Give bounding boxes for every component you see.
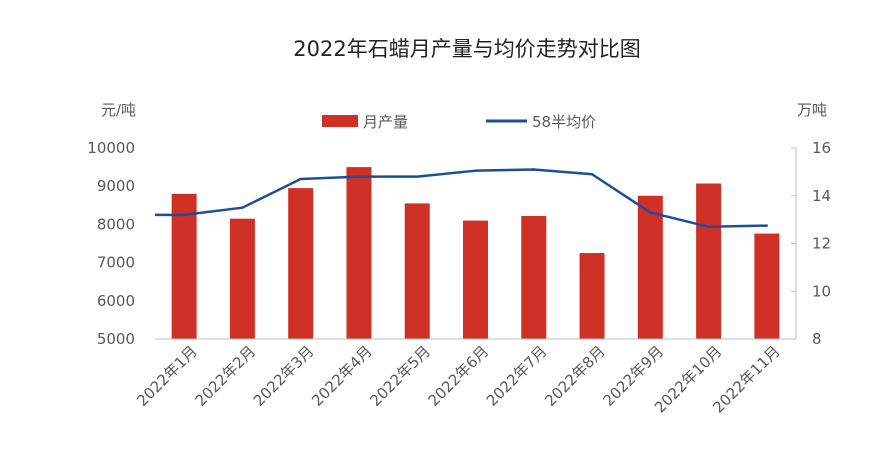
x-tick-label: 2022年8月 <box>541 342 609 410</box>
x-tick-label: 2022年4月 <box>308 342 376 410</box>
bar <box>521 215 547 339</box>
line-series <box>155 168 769 229</box>
bar <box>229 218 255 339</box>
legend-label-line: 58半均价 <box>532 113 596 131</box>
right-tick-label: 14 <box>812 187 831 205</box>
chart-title: 2022年石蜡月产量与均价走势对比图 <box>293 37 640 61</box>
line-point <box>590 173 594 176</box>
line-point <box>416 175 419 178</box>
bar <box>288 188 314 339</box>
bar <box>463 220 488 339</box>
left-tick-label: 6000 <box>97 292 135 310</box>
right-tick-label: 8 <box>812 330 822 348</box>
line-point <box>649 211 652 214</box>
bar <box>579 253 605 339</box>
bar <box>754 233 780 339</box>
x-tick-label: 2022年7月 <box>483 342 551 410</box>
right-axis: 8 10 12 14 16 <box>791 139 831 348</box>
line-point <box>765 224 769 227</box>
x-tick-label: 2022年6月 <box>425 342 493 410</box>
bar <box>346 167 372 339</box>
x-axis: 2022年1月2022年2月2022年3月2022年4月2022年5月2022年… <box>133 338 796 417</box>
left-tick-label: 8000 <box>97 215 135 233</box>
left-tick-label: 5000 <box>97 330 135 348</box>
line-point <box>241 206 244 209</box>
line-point <box>532 168 535 171</box>
x-tick-label: 2022年3月 <box>250 342 318 410</box>
legend-swatch-bar <box>322 115 358 127</box>
price-line <box>155 168 767 229</box>
left-axis: 5000 6000 7000 8000 9000 10000 <box>87 139 135 348</box>
left-tick-label: 10000 <box>87 139 135 157</box>
legend-label-bar: 月产量 <box>363 113 408 131</box>
line-point <box>357 175 361 178</box>
bar <box>404 203 430 339</box>
left-tick-label: 9000 <box>97 177 135 195</box>
bar <box>637 195 663 339</box>
right-axis-unit: 万吨 <box>797 101 827 119</box>
x-tick-label: 2022年5月 <box>366 342 434 410</box>
line-point <box>707 225 710 228</box>
line-point <box>182 213 186 217</box>
right-tick-label: 16 <box>812 139 831 157</box>
legend: 月产量 58半均价 <box>322 113 596 131</box>
left-axis-unit: 元/吨 <box>101 101 136 119</box>
left-tick-label: 7000 <box>97 254 135 272</box>
bar <box>171 193 197 339</box>
bar <box>696 183 722 339</box>
right-tick-label: 10 <box>812 282 831 300</box>
line-point <box>474 169 477 172</box>
line-point <box>299 177 302 181</box>
bar-series <box>171 167 780 339</box>
right-tick-label: 12 <box>812 235 831 253</box>
x-tick-label: 2022年2月 <box>192 342 260 410</box>
x-tick-label: 2022年1月 <box>133 342 201 410</box>
